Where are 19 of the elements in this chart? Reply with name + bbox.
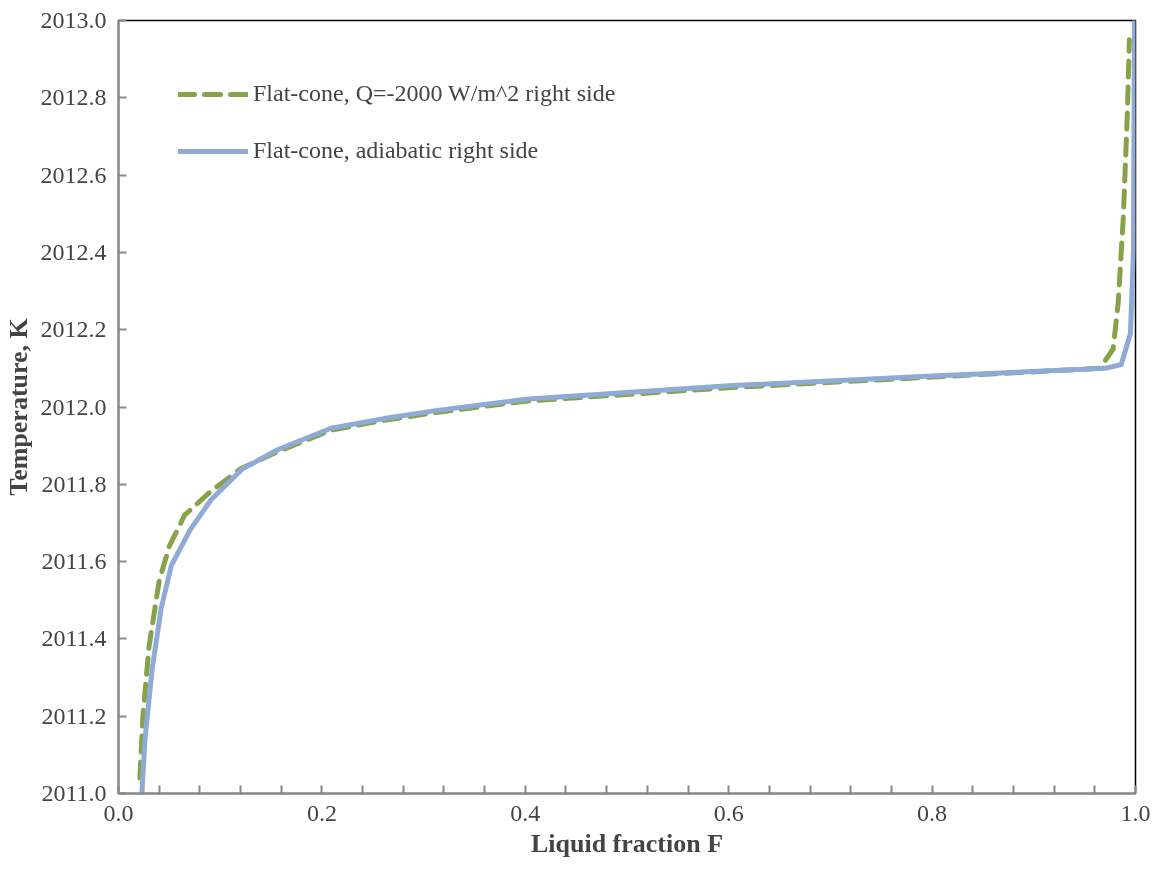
- y-tick-label: 2012.4: [40, 238, 107, 265]
- y-axis-title: Temperature, K: [3, 317, 33, 496]
- x-tick-label: 0.4: [510, 799, 541, 826]
- x-tick-label: 0.2: [306, 799, 337, 826]
- y-tick-label: 2013.0: [40, 7, 107, 33]
- y-tick-label: 2011.8: [41, 470, 107, 497]
- legend-label: Flat-cone, adiabatic right side: [253, 137, 539, 164]
- y-tick-label: 2012.2: [40, 316, 107, 343]
- x-tick-label: 0.8: [917, 799, 948, 826]
- x-axis-title: Liquid fraction F: [530, 828, 724, 858]
- x-tick-label: 0.6: [713, 799, 744, 826]
- legend-label: Flat-cone, Q=-2000 W/m^2 right side: [253, 80, 616, 107]
- y-tick-label: 2011.2: [41, 702, 107, 729]
- y-tick-label: 2012.6: [40, 161, 107, 188]
- y-tick-label: 2012.8: [40, 84, 107, 111]
- y-tick-label: 2011.4: [41, 625, 107, 652]
- y-tick-label: 2011.6: [41, 548, 107, 575]
- x-tick-label: 1.0: [1120, 799, 1151, 826]
- y-tick-label: 2012.0: [40, 393, 107, 420]
